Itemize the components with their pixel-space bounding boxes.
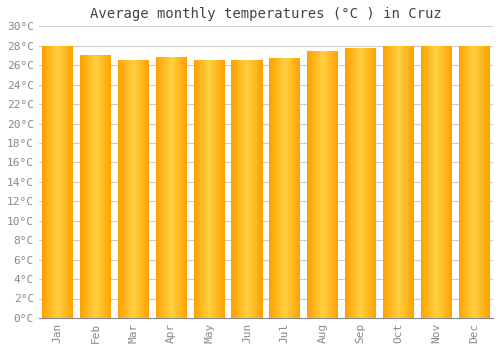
Title: Average monthly temperatures (°C ) in Cruz: Average monthly temperatures (°C ) in Cr… [90,7,442,21]
